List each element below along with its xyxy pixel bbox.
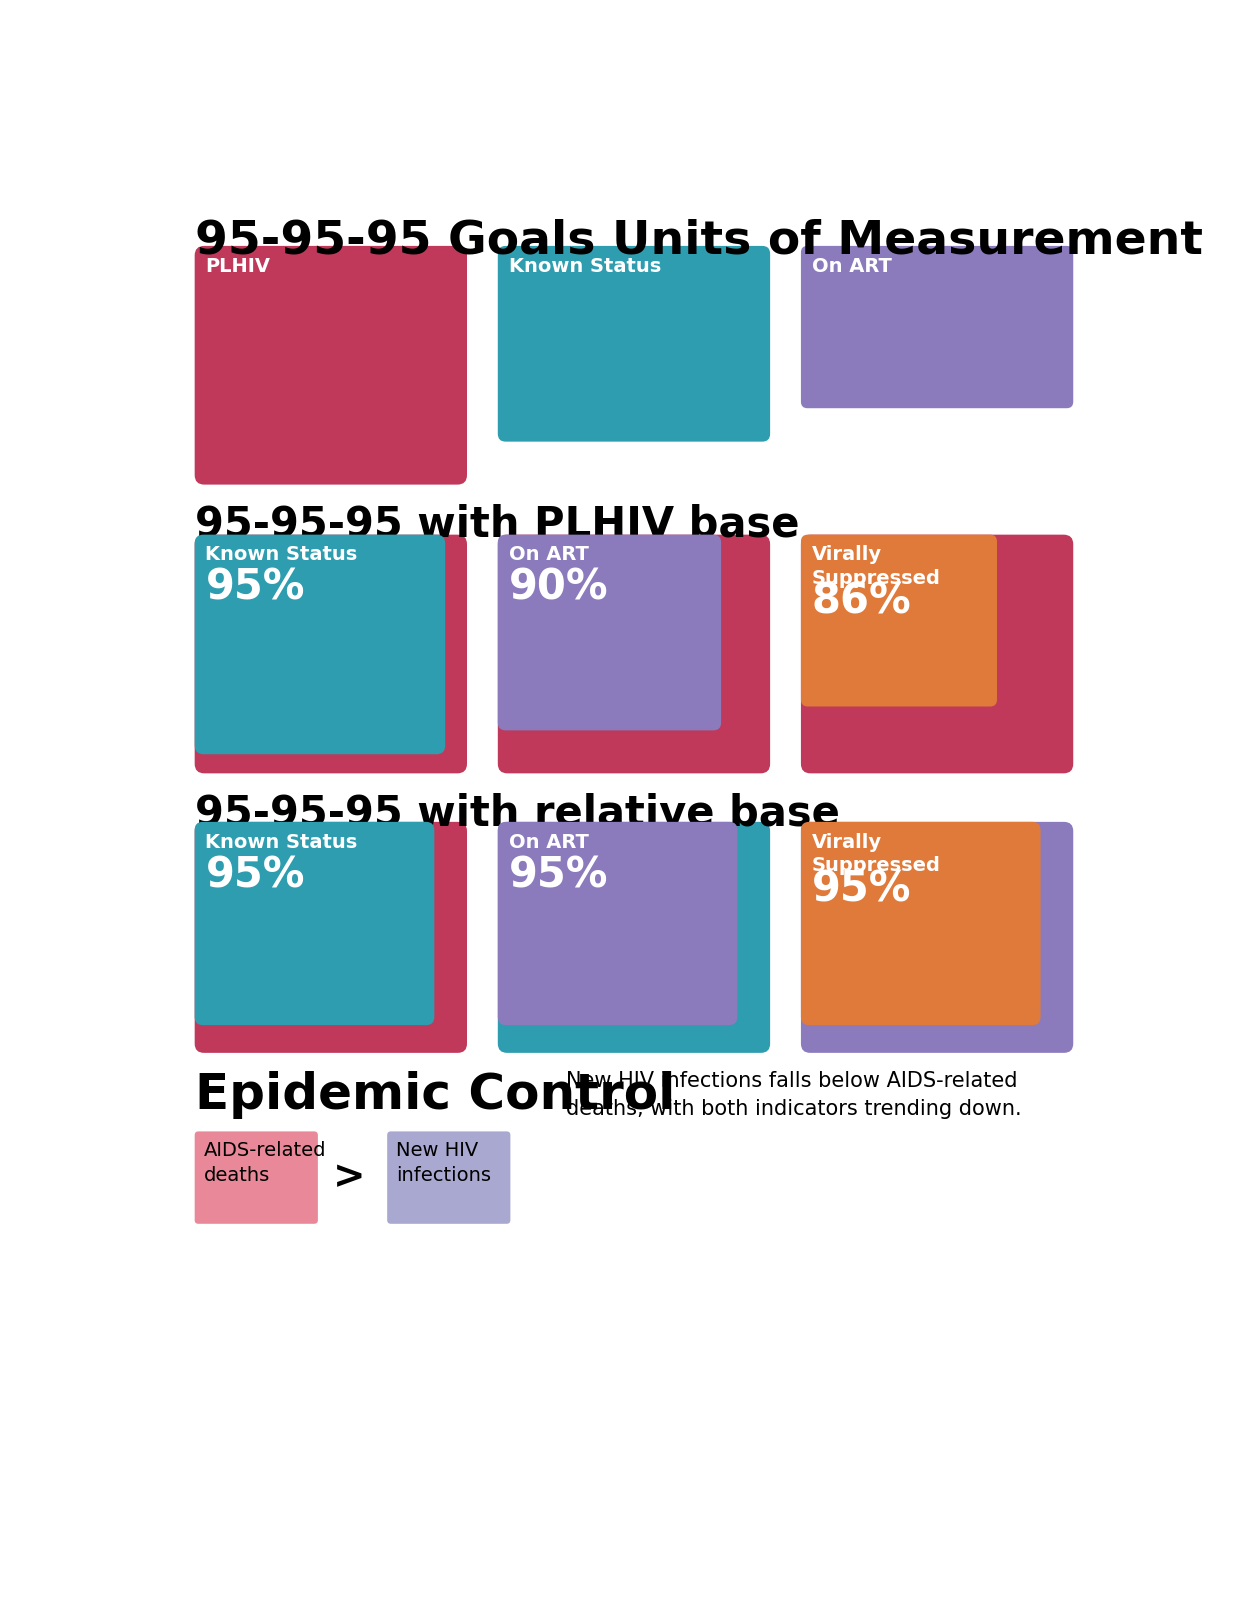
Text: New HIV infections falls below AIDS-related
deaths, with both indicators trendin: New HIV infections falls below AIDS-rela… — [565, 1072, 1022, 1120]
Text: 90%: 90% — [508, 566, 609, 610]
Text: Virally
Suppressed: Virally Suppressed — [811, 546, 940, 587]
FancyBboxPatch shape — [800, 246, 1074, 408]
FancyBboxPatch shape — [194, 246, 468, 485]
Text: Epidemic Control: Epidemic Control — [194, 1072, 675, 1120]
FancyBboxPatch shape — [800, 822, 1074, 1053]
Text: AIDS-related
deaths: AIDS-related deaths — [204, 1141, 327, 1184]
Text: 95-95-95 with relative base: 95-95-95 with relative base — [194, 792, 840, 835]
FancyBboxPatch shape — [194, 1131, 318, 1224]
FancyBboxPatch shape — [800, 822, 1040, 1026]
FancyBboxPatch shape — [497, 822, 737, 1026]
Text: 86%: 86% — [811, 581, 912, 622]
Text: Known Status: Known Status — [205, 546, 357, 565]
FancyBboxPatch shape — [497, 534, 771, 773]
Text: PLHIV: PLHIV — [205, 256, 271, 275]
FancyBboxPatch shape — [194, 822, 468, 1053]
Text: Known Status: Known Status — [205, 832, 357, 851]
Text: On ART: On ART — [508, 546, 589, 565]
Text: >: > — [333, 1158, 365, 1197]
FancyBboxPatch shape — [800, 534, 997, 707]
FancyBboxPatch shape — [497, 822, 771, 1053]
FancyBboxPatch shape — [497, 534, 721, 730]
Text: Known Status: Known Status — [508, 256, 661, 275]
Text: On ART: On ART — [508, 832, 589, 851]
FancyBboxPatch shape — [194, 822, 434, 1026]
Text: 95%: 95% — [508, 854, 609, 896]
Text: 95%: 95% — [811, 869, 912, 910]
Text: New HIV
infections: New HIV infections — [396, 1141, 491, 1184]
Text: 95%: 95% — [205, 854, 306, 896]
Text: On ART: On ART — [811, 256, 892, 275]
FancyBboxPatch shape — [194, 534, 445, 754]
Text: 95-95-95 with PLHIV base: 95-95-95 with PLHIV base — [194, 504, 799, 546]
FancyBboxPatch shape — [387, 1131, 511, 1224]
Text: Virally
Suppressed: Virally Suppressed — [811, 832, 940, 875]
Text: 95%: 95% — [205, 566, 306, 610]
Text: 95-95-95 Goals Units of Measurement: 95-95-95 Goals Units of Measurement — [194, 219, 1202, 264]
FancyBboxPatch shape — [194, 534, 468, 773]
FancyBboxPatch shape — [497, 246, 771, 442]
FancyBboxPatch shape — [800, 534, 1074, 773]
